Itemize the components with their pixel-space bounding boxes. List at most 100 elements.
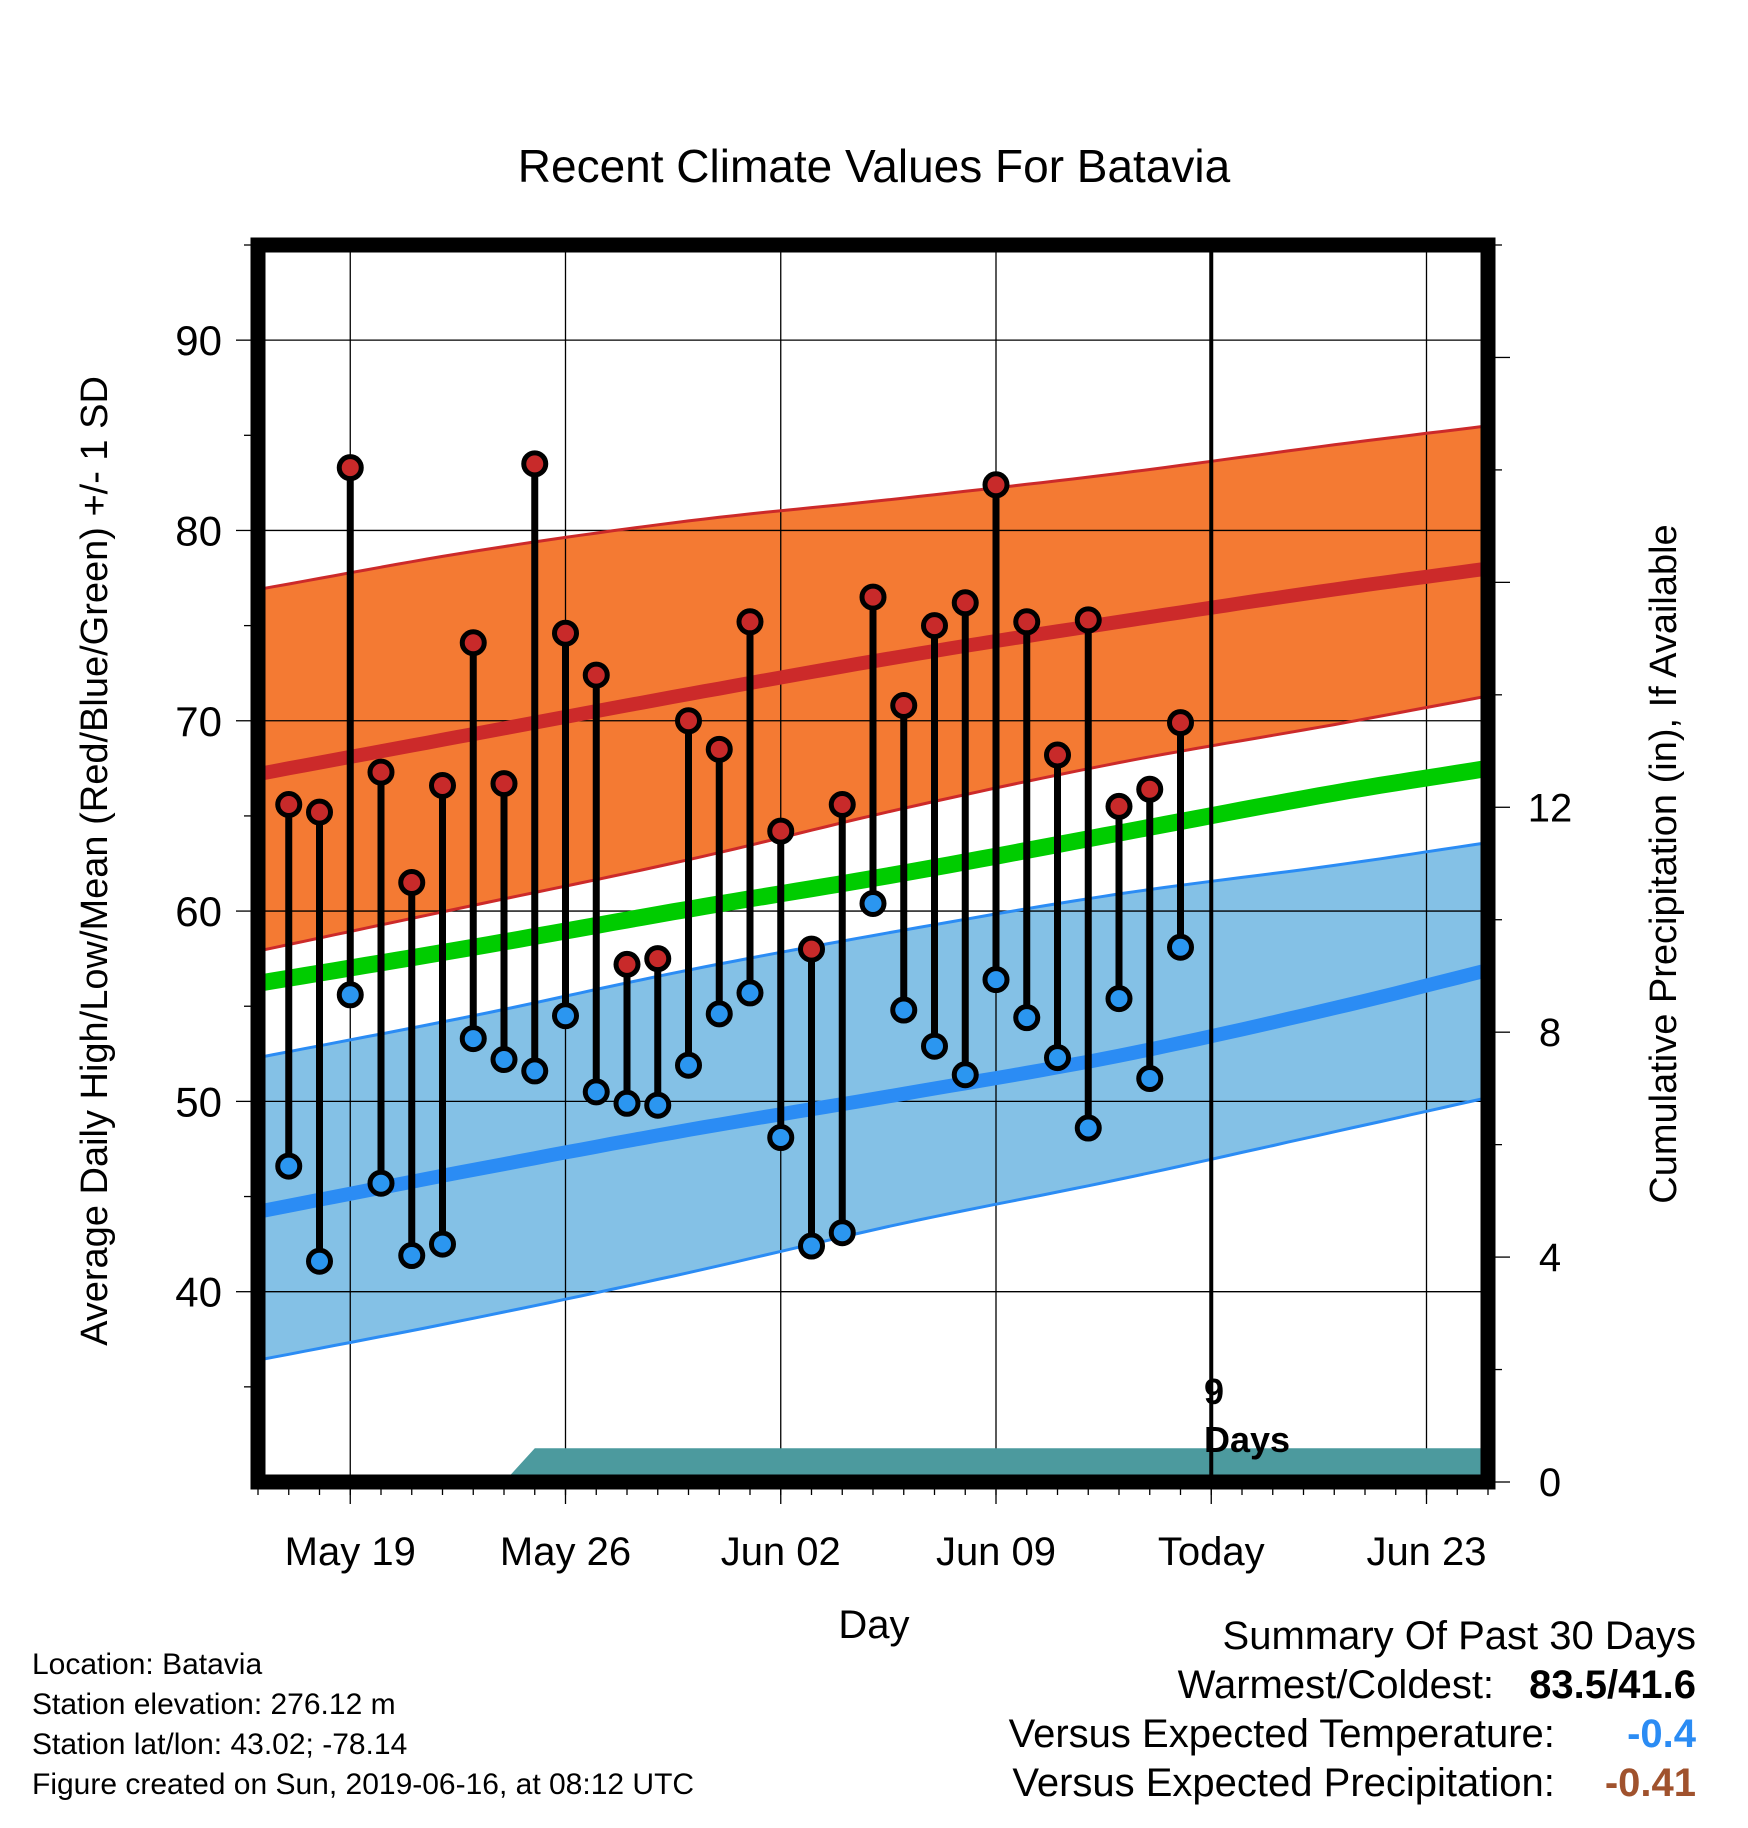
elevation-text: Station elevation: 276.12 m [32, 1688, 396, 1721]
y2-tick-label: 4 [1539, 1236, 1561, 1280]
y-tick-label: 50 [175, 1078, 222, 1125]
high-temp-point [890, 692, 918, 720]
low-temp-point [459, 1025, 487, 1053]
high-temp-point [982, 471, 1010, 499]
low-temp-point [336, 981, 364, 1009]
low-temp-point [890, 996, 918, 1024]
low-temp-point [1136, 1065, 1164, 1093]
x-tick-label: Today [1158, 1530, 1265, 1574]
low-temp-point [1044, 1044, 1071, 1072]
summary-panel: Summary Of Past 30 Days Warmest/Coldest:… [1009, 1612, 1696, 1808]
low-temp-point [582, 1078, 610, 1106]
high-temp-point [1013, 608, 1041, 636]
x-tick-label: May 19 [285, 1530, 416, 1574]
high-temp-point [275, 791, 303, 819]
y2-tick-label: 0 [1539, 1461, 1561, 1505]
high-temp-point [459, 629, 487, 657]
low-temp-point [306, 1247, 333, 1275]
chart-title: Recent Climate Values For Batavia [518, 140, 1231, 192]
y-tick-label: 80 [175, 507, 222, 554]
temp-row: Versus Expected Temperature: -0.4 [1009, 1710, 1696, 1759]
low-temp-point [1105, 985, 1133, 1013]
high-temp-point [429, 771, 456, 799]
low-temp-point [613, 1089, 641, 1117]
x-tick-label: Jun 23 [1366, 1530, 1486, 1574]
low-temp-point [767, 1124, 795, 1152]
low-plus-sd-line [258, 841, 1488, 1060]
high-temp-point [1167, 709, 1194, 737]
y-tick-label: 90 [175, 317, 222, 364]
x-tick-label: May 26 [500, 1530, 631, 1574]
high-temp-point [336, 454, 364, 482]
today-days-label: Days [1204, 1419, 1290, 1460]
y2-tick-label: 8 [1539, 1011, 1561, 1055]
low-temp-point [1013, 1004, 1041, 1032]
created-text: Figure created on Sun, 2019-06-16, at 08… [32, 1768, 695, 1801]
plot-frame [250, 237, 1496, 1490]
location-text: Location: Batavia [32, 1648, 263, 1681]
high-temp-point [367, 758, 395, 786]
today-days-number: 9 [1204, 1371, 1224, 1412]
high-temp-point [921, 612, 948, 640]
x-tick-label: Jun 02 [721, 1530, 841, 1574]
warm-cold-row: Warmest/Coldest: 83.5/41.6 [1009, 1661, 1696, 1710]
low-normal-line [258, 963, 1488, 1219]
low-temp-point [490, 1046, 518, 1074]
low-minus-sd-line [258, 1096, 1488, 1362]
y2-tick-label: 12 [1528, 786, 1573, 830]
high-temp-point [705, 735, 733, 763]
y-tick-label: 60 [175, 888, 222, 935]
y-tick-label: 40 [175, 1269, 222, 1316]
high-temp-point [398, 869, 426, 897]
low-temp-point [1167, 933, 1194, 961]
low-temp-point [1074, 1114, 1102, 1142]
high-temp-point [951, 589, 979, 617]
plot-area [258, 245, 1488, 1482]
low-temp-point [828, 1219, 856, 1247]
high-temp-point [675, 707, 702, 735]
high-temp-point [1074, 606, 1102, 634]
low-temp-point [552, 1002, 579, 1030]
precip-area [258, 1448, 1488, 1482]
low-temp-point [398, 1242, 426, 1270]
low-temp-point [859, 889, 887, 917]
temp-label: Versus Expected Temperature: [1008, 1712, 1555, 1756]
low-temp-point [982, 966, 1010, 994]
precip-value: -0.41 [1604, 1761, 1696, 1805]
station-info: Location: Batavia Station elevation: 276… [32, 1645, 694, 1805]
summary-title: Summary Of Past 30 Days [1222, 1614, 1696, 1658]
high-temp-point [1105, 792, 1133, 820]
y-axis-label: Average Daily High/Low/Mean (Red/Blue/Gr… [74, 376, 116, 1346]
low-temp-point [429, 1230, 456, 1258]
warm-cold-label: Warmest/Coldest: [1177, 1663, 1495, 1707]
high-temp-point [582, 661, 610, 689]
low-temp-point [521, 1057, 549, 1085]
low-temp-point [644, 1091, 672, 1119]
precip-row: Versus Expected Precipitation: -0.41 [1009, 1759, 1696, 1808]
x-axis-label: Day [838, 1603, 909, 1647]
low-temp-point [675, 1051, 702, 1079]
temp-value: -0.4 [1627, 1712, 1696, 1756]
low-temp-point [798, 1232, 825, 1260]
high-temp-point [798, 935, 825, 963]
latlon-text: Station lat/lon: 43.02; -78.14 [32, 1728, 408, 1761]
high-temp-point [1136, 775, 1164, 803]
low-temp-point [367, 1169, 395, 1197]
high-plus-sd-line [258, 424, 1488, 591]
high-temp-point [490, 770, 518, 798]
high-temp-point [613, 950, 641, 978]
high-temp-point [859, 583, 887, 611]
precip-label: Versus Expected Precipitation: [1012, 1761, 1555, 1805]
high-temp-point [736, 608, 764, 636]
high-temp-point [1044, 741, 1071, 769]
low-temp-point [275, 1152, 303, 1180]
high-temp-point [521, 450, 549, 478]
low-temp-point [921, 1032, 948, 1060]
high-temp-point [644, 945, 672, 973]
high-temp-point [828, 791, 856, 819]
y2-axis-label: Cumulative Precipitation (in), If Availa… [1643, 524, 1685, 1203]
high-temp-point [306, 798, 333, 826]
y-tick-label: 70 [175, 698, 222, 745]
low-temp-point [736, 979, 764, 1007]
warm-cold-value: 83.5/41.6 [1529, 1663, 1696, 1707]
